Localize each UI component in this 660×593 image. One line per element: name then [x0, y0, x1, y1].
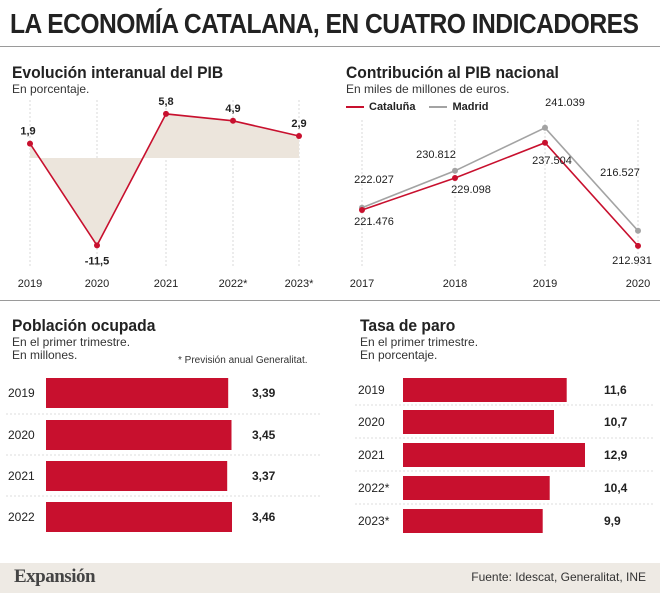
poblacion-y-tick: 2020: [8, 428, 35, 442]
contribucion-chart-title: Contribución al PIB nacional: [346, 63, 559, 82]
contribucion-point-cataluna: [452, 175, 458, 181]
pib-value-label: 2,9: [291, 118, 306, 130]
paro-chart-subtitle-1: En el primer trimestre.: [360, 335, 479, 349]
poblacion-value-label: 3,46: [252, 510, 276, 524]
poblacion-chart-title: Población ocupada: [12, 316, 156, 335]
poblacion-y-tick: 2021: [8, 469, 35, 483]
legend-item-madrid: Madrid: [429, 101, 489, 113]
contribucion-point-cataluna: [359, 207, 365, 213]
paro-y-tick: 2020: [358, 415, 385, 429]
contribucion-point-madrid: [542, 124, 548, 131]
pib-chart-title: Evolución interanual del PIB: [12, 63, 224, 82]
contribucion-x-tick: 2019: [533, 278, 557, 290]
paro-value-label: 11,6: [604, 383, 627, 397]
contribucion-x-tick: 2017: [350, 278, 374, 290]
pib-value-label: 1,9: [20, 126, 35, 138]
paro-value-label: 10,7: [604, 415, 628, 429]
charts-canvas: 1,9 2019 -11,5 2020 5,8 2021 4,9 2022* 2,9 2023* 2…: [6, 96, 655, 533]
source-text: Fuente: Idescat, Generalitat, INE: [471, 570, 646, 584]
contribucion-label-madrid: 241.039: [545, 97, 585, 109]
main-title: LA ECONOMÍA CATALANA, EN CUATRO INDICADO…: [10, 8, 639, 39]
contribucion-chart-subtitle: En miles de millones de euros.: [346, 82, 510, 96]
contribucion-point-madrid: [452, 167, 458, 174]
contribucion-label-madrid: 230.812: [416, 149, 456, 161]
brand-logo: Expansión: [14, 566, 96, 587]
paro-y-tick: 2023*: [358, 514, 390, 528]
pib-chart-subtitle: En porcentaje.: [12, 82, 90, 96]
paro-bar: [403, 509, 543, 533]
paro-bar: [403, 378, 567, 402]
poblacion-bar: [46, 420, 232, 450]
poblacion-chart-subtitle-1: En el primer trimestre.: [12, 335, 131, 349]
contribucion-x-tick: 2018: [443, 278, 467, 290]
contribucion-point-cataluna: [635, 242, 641, 249]
pib-point: [27, 140, 33, 147]
poblacion-y-tick: 2019: [8, 386, 35, 400]
forecast-note: * Previsión anual Generalitat.: [178, 355, 308, 366]
legend-swatch-madrid: [429, 106, 448, 108]
contribucion-x-tick: 2020: [626, 278, 650, 290]
poblacion-chart-subtitle-2: En millones.: [12, 348, 78, 362]
poblacion-bar: [46, 461, 228, 491]
legend-label-madrid: Madrid: [452, 101, 489, 113]
pib-point: [163, 110, 169, 117]
contribucion-label-cataluna: 229.098: [451, 184, 491, 196]
legend-item-cataluna: Cataluña: [346, 101, 415, 113]
contribucion-line-cataluna: [361, 141, 639, 247]
poblacion-y-tick: 2022: [8, 510, 35, 524]
legend-swatch-cataluna: [346, 106, 364, 108]
contribucion-line-madrid: [361, 126, 639, 232]
pib-x-tick: 2023*: [285, 278, 314, 290]
pib-area: [30, 113, 299, 246]
paro-value-label: 12,9: [604, 448, 628, 462]
poblacion-bar: [46, 378, 229, 408]
contribucion-legend: Cataluña Madrid: [346, 101, 489, 113]
paro-y-tick: 2021: [358, 448, 385, 462]
contribucion-label-cataluna: 221.476: [354, 216, 394, 228]
paro-bar: [403, 476, 550, 500]
pib-value-label: -11,5: [85, 255, 109, 267]
poblacion-bar: [46, 502, 232, 532]
poblacion-value-label: 3,37: [252, 469, 276, 483]
pib-x-tick: 2019: [18, 278, 42, 290]
contribucion-label-cataluna: 237.504: [532, 155, 572, 167]
paro-value-label: 9,9: [604, 514, 621, 528]
footer: Expansión Fuente: Idescat, Generalitat, …: [0, 563, 660, 593]
paro-value-label: 10,4: [604, 481, 628, 495]
contribucion-label-madrid: 216.527: [600, 167, 640, 179]
paro-y-tick: 2019: [358, 383, 385, 397]
middle-divider: [0, 300, 660, 301]
pib-x-tick: 2020: [85, 278, 109, 290]
contribucion-point-cataluna: [542, 139, 548, 146]
pib-x-tick: 2022*: [219, 278, 248, 290]
title-divider: [0, 46, 660, 47]
pib-point: [296, 133, 302, 139]
legend-label-cataluna: Cataluña: [369, 101, 416, 113]
poblacion-value-label: 3,39: [252, 386, 276, 400]
pib-x-tick: 2021: [154, 278, 178, 290]
pib-value-label: 4,9: [225, 103, 240, 115]
paro-chart-title: Tasa de paro: [360, 316, 456, 335]
paro-chart-subtitle-2: En porcentaje.: [360, 348, 438, 362]
paro-bar: [403, 410, 554, 434]
contribucion-label-cataluna: 212.931: [612, 255, 652, 267]
contribucion-point-madrid: [635, 227, 641, 234]
paro-bar: [403, 443, 585, 467]
pib-point: [230, 117, 236, 124]
pib-point: [94, 242, 100, 249]
paro-y-tick: 2022*: [358, 481, 390, 495]
contribucion-label-madrid: 222.027: [354, 174, 394, 186]
poblacion-value-label: 3,45: [252, 428, 276, 442]
pib-value-label: 5,8: [158, 96, 173, 108]
